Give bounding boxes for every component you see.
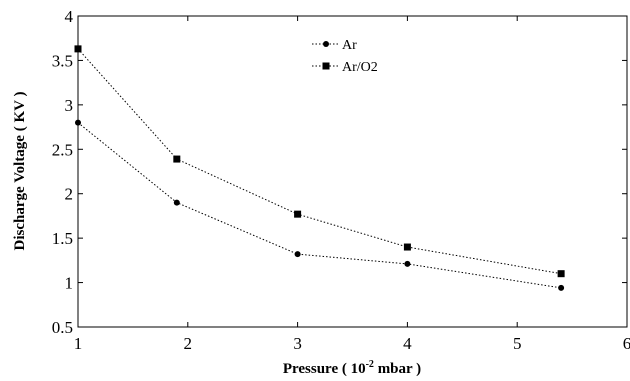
- y-axis-title: Discharge Voltage ( KV ): [12, 92, 28, 251]
- x-tick-label: 5: [513, 334, 522, 353]
- plot-area: [77, 15, 628, 328]
- series-layer: [74, 45, 565, 291]
- legend: Ar Ar/O2: [312, 38, 378, 75]
- data-point-ar-o2: [74, 45, 82, 53]
- data-point-ar-o2: [294, 210, 302, 218]
- y-tick-label: 2: [65, 185, 74, 204]
- x-tick-label: 1: [74, 334, 83, 353]
- x-tick-label: 3: [293, 334, 302, 353]
- y-axis-ticks: 0.5 1 1.5 2 2.5 3 3.5 4: [52, 7, 627, 337]
- legend-label-ar: Ar: [342, 38, 357, 53]
- data-point-ar: [558, 284, 565, 291]
- data-point-ar: [294, 251, 301, 258]
- x-tick-label: 2: [184, 334, 193, 353]
- x-axis-ticks: 1 2 3 4 5 6: [74, 16, 630, 353]
- y-tick-label: 4: [65, 7, 74, 26]
- y-tick-label: 3: [65, 96, 74, 115]
- x-tick-label: 6: [623, 334, 630, 353]
- y-tick-label: 3.5: [52, 51, 73, 70]
- y-tick-label: 1.5: [52, 229, 73, 248]
- y-tick-label: 1: [65, 274, 74, 293]
- legend-marker-ar-o2: [322, 62, 330, 70]
- legend-marker-ar: [323, 41, 329, 47]
- data-point-ar-o2: [173, 155, 181, 163]
- y-tick-label: 2.5: [52, 140, 73, 159]
- legend-entry-ar-o2: Ar/O2: [312, 60, 378, 75]
- x-axis-title-suffix: mbar ): [374, 361, 421, 377]
- legend-label-ar-o2: Ar/O2: [342, 60, 378, 75]
- data-point-ar: [173, 199, 180, 206]
- data-point-ar: [404, 260, 411, 267]
- y-tick-label: 0.5: [52, 318, 73, 337]
- data-point-ar-o2: [403, 243, 411, 251]
- legend-entry-ar: Ar: [312, 38, 357, 53]
- x-axis-title-exponent: -2: [366, 359, 374, 370]
- series-line-ar: [77, 122, 562, 289]
- x-tick-label: 4: [403, 334, 412, 353]
- data-point-ar: [75, 119, 81, 126]
- x-axis-title-main: Pressure ( 10: [283, 361, 366, 377]
- data-point-ar-o2: [557, 270, 565, 278]
- x-axis-title: Pressure ( 10-2 mbar ): [283, 359, 421, 377]
